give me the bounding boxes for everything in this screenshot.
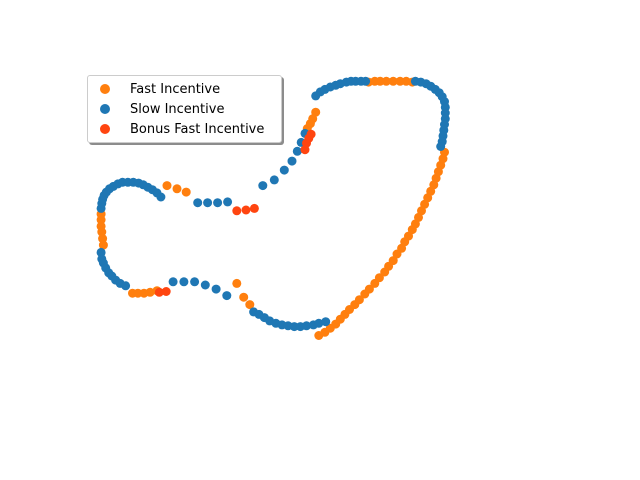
slow-incentive-point [213,198,223,208]
fast-incentive-point [239,292,249,302]
slow-incentive-point [436,142,446,151]
legend-label-slow: Slow Incentive [130,101,225,117]
fast-incentive-point [97,227,107,237]
slow-incentive-point [211,284,221,294]
fast-incentive-point [404,231,413,241]
slow-incentive-point [179,277,189,287]
series-bonus-fast-incentive [154,129,316,297]
fast-incentive-point [374,273,384,283]
slow-incentive-point [314,318,324,328]
fast-incentive-point [354,295,364,305]
bonus-fast-incentive-point [241,205,251,215]
slow-incentive-point [269,175,279,185]
slow-incentive-point [96,247,106,257]
legend-marker-fast [100,84,110,94]
slow-incentive-point [168,277,178,287]
slow-incentive-point [203,198,213,208]
legend-marker-bonus [100,124,110,134]
slow-incentive-point [302,321,311,331]
slow-incentive-point [200,280,210,290]
fast-incentive-point [145,287,155,297]
fast-incentive-point [388,76,398,86]
slow-incentive-point [223,197,233,207]
fast-incentive-point [381,76,391,86]
bonus-fast-incentive-point [249,203,259,213]
legend: Fast Incentive Slow Incentive Bonus Fast… [87,75,282,143]
bonus-fast-incentive-point [232,206,242,216]
legend-item-slow: Slow Incentive [100,99,224,119]
legend-item-bonus: Bonus Fast Incentive [100,119,264,139]
slow-incentive-point [190,277,200,287]
bonus-fast-incentive-point [161,287,171,296]
legend-item-fast: Fast Incentive [100,79,220,99]
fast-incentive-point [96,215,106,225]
fast-incentive-point [375,76,385,86]
slow-incentive-point [222,291,232,301]
slow-incentive-point [361,76,371,86]
slow-incentive-point [156,192,166,202]
fast-incentive-point [364,284,374,294]
fast-incentive-point [232,278,242,288]
legend-label-bonus: Bonus Fast Incentive [130,121,265,137]
bonus-fast-incentive-point [154,287,164,297]
legend-label-fast: Fast Incentive [130,81,221,97]
slow-incentive-point [292,146,302,156]
slow-incentive-point [258,181,268,191]
slow-incentive-point [121,281,131,291]
bonus-fast-incentive-point [306,129,316,139]
series-slow-incentive [96,76,450,332]
slow-incentive-point [279,165,289,175]
fast-incentive-point [388,256,398,266]
fast-incentive-point [311,107,321,117]
legend-marker-slow [100,104,110,114]
slow-incentive-point [287,156,297,166]
slow-incentive-point [193,198,203,208]
fast-incentive-point [98,240,108,250]
fast-incentive-point [245,300,255,310]
fast-incentive-point [172,184,182,194]
fast-incentive-point [162,181,172,191]
slow-incentive-point [321,317,331,327]
fast-incentive-point [181,187,191,197]
